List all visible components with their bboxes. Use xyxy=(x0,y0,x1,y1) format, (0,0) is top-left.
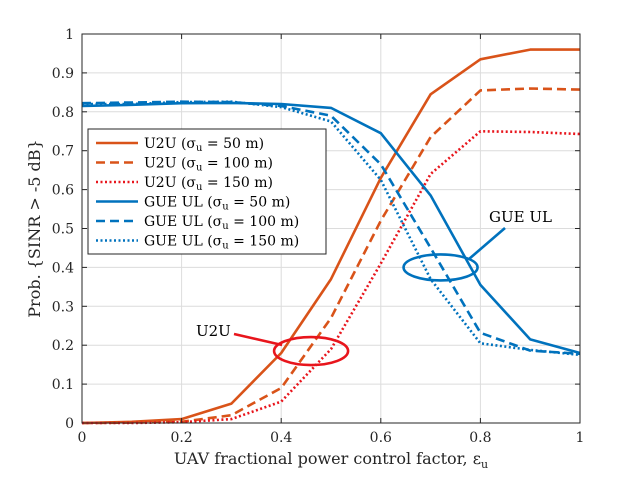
legend-label: GUE UL (σu = 100 m) xyxy=(144,214,299,232)
u2u-annotation-label: U2U xyxy=(196,322,231,340)
series-line-3 xyxy=(82,130,581,425)
legend-label: U2U (σu = 150 m) xyxy=(144,175,273,193)
gue-annotation-label: GUE UL xyxy=(489,208,552,226)
gue-pointer-line xyxy=(467,227,506,261)
x-tick-label: 0 xyxy=(78,430,87,446)
x-tick-label: 0.6 xyxy=(370,430,392,446)
y-tick-label: 1 xyxy=(65,27,74,43)
legend: U2U (σu = 50 m) U2U (σu = 100 m)U2U (σu =… xyxy=(87,128,327,255)
x-axis-label-subscript: u xyxy=(481,458,488,471)
x-tick-label: 0.2 xyxy=(170,430,192,446)
legend-label: GUE UL (σu = 50 m) xyxy=(144,195,290,213)
series-line-6 xyxy=(82,100,581,357)
y-tick-label: 0.9 xyxy=(52,66,74,82)
series-line-5 xyxy=(81,100,581,356)
legend-box xyxy=(87,128,327,255)
x-tick-label: 1 xyxy=(576,430,585,446)
series-line-1 xyxy=(81,48,580,425)
legend-label: GUE UL (σu = 150 m) xyxy=(144,234,299,252)
y-tick-label: 0.2 xyxy=(52,338,74,354)
y-tick-label: 0.8 xyxy=(52,105,74,121)
y-tick-label: 0.3 xyxy=(52,299,74,315)
y-tick-label: 0.1 xyxy=(52,377,74,393)
x-axis-label: UAV fractional power control factor, εu xyxy=(174,449,488,471)
y-tick-label: 0.7 xyxy=(52,144,74,160)
gue-ellipse xyxy=(402,253,479,282)
u2u-ellipse xyxy=(272,335,350,367)
y-tick-label: 0.6 xyxy=(52,183,74,199)
u2u-pointer-line xyxy=(233,332,283,347)
ticks: 0 0.2 0.4 0.6 0.8 1 0 0.1 0.2 0.3 0.4 0.5 0.6 0.7 0.8 0… xyxy=(52,27,585,446)
grid xyxy=(81,33,581,424)
y-tick-label: 0.5 xyxy=(52,222,74,238)
legend-label: U2U (σu = 100 m) xyxy=(144,156,273,174)
series-layer xyxy=(81,48,581,425)
legend-label: U2U (σu = 50 m) xyxy=(144,136,264,154)
x-tick-label: 0.8 xyxy=(469,430,491,446)
y-axis-label: Prob. {SINR > -5 dB} xyxy=(25,139,44,317)
y-tick-label: 0.4 xyxy=(52,260,74,276)
y-tick-label: 0 xyxy=(65,416,74,432)
annotations: U2U GUE UL xyxy=(196,208,552,367)
x-tick-label: 0.4 xyxy=(270,430,292,446)
